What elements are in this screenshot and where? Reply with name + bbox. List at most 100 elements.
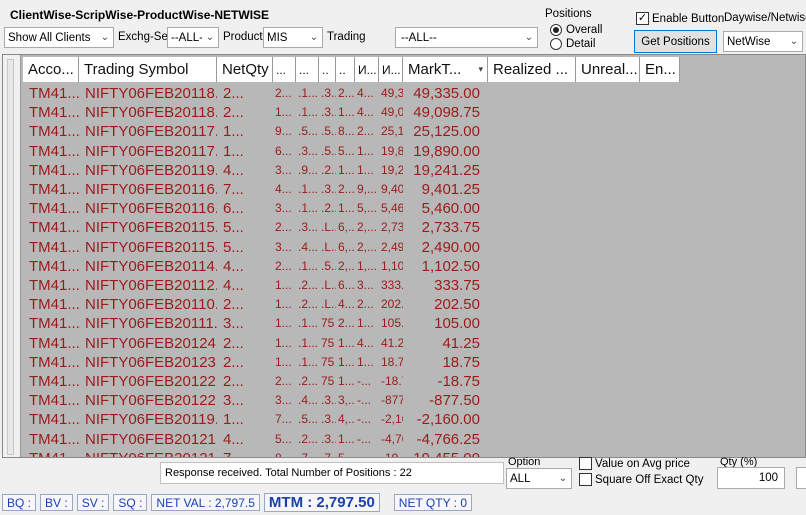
- positions-group-label: Positions: [545, 8, 592, 20]
- table-row[interactable]: TM41... NIFTY06FEB20112... 4... 1... .2... .L…: [23, 276, 488, 295]
- table-cell: NIFTY06FEB20118...: [85, 85, 217, 102]
- column-header-1[interactable]: Trading Symbol: [79, 57, 217, 82]
- column-header-5[interactable]: ..: [319, 57, 336, 82]
- table-row[interactable]: TM41... NIFTY06FEB20122... 3... 3... .4... .3…: [23, 391, 488, 410]
- table-cell: .3...: [321, 86, 336, 100]
- table-cell: 2...: [223, 373, 244, 390]
- square-off-checkbox[interactable]: Square Off Exact Qty: [579, 473, 703, 486]
- table-row[interactable]: TM41... NIFTY06FEB20114... 4... 2... .1... .5…: [23, 257, 488, 276]
- radio-unselected-icon: [550, 38, 562, 50]
- table-cell: TM41...: [29, 85, 79, 102]
- detail-radio[interactable]: Detail: [550, 38, 595, 50]
- table-cell: 49,335.00: [413, 85, 480, 102]
- bottom-summary-bar: BQ : BV : SV : SQ : NET VAL : 2,797.5 MT…: [0, 490, 806, 515]
- table-cell: -18.75: [381, 374, 403, 388]
- positions-grid[interactable]: Acco... Trading Symbol NetQty.......... И..…: [2, 54, 806, 458]
- column-header-2[interactable]: NetQty: [217, 57, 273, 82]
- table-cell: 202.50: [434, 296, 480, 314]
- table-cell: TM41...: [29, 277, 79, 294]
- table-row[interactable]: TM41... NIFTY06FEB20119... 4... 3... .9... .2…: [23, 161, 488, 180]
- table-cell: NIFTY06FEB20118...: [85, 104, 217, 122]
- sq-indicator: SQ :: [113, 494, 148, 511]
- table-row[interactable]: TM41... NIFTY06FEB20118... 2... 2... .1... .3…: [23, 84, 488, 103]
- column-header-11[interactable]: Unreal...: [576, 57, 640, 82]
- table-cell: 25,125.00: [413, 123, 480, 141]
- table-cell: .7...: [321, 450, 336, 458]
- column-header-9[interactable]: MarkT... ▾: [403, 57, 488, 82]
- qty-label: Qty (%): [720, 456, 758, 468]
- column-header-0[interactable]: Acco...: [23, 57, 79, 82]
- table-cell: 5...: [338, 450, 355, 458]
- column-header-3[interactable]: ...: [273, 57, 296, 82]
- table-cell: TM41...: [29, 296, 79, 314]
- table-cell: 1...: [338, 105, 355, 120]
- table-row[interactable]: TM41... NIFTY06FEB20115... 5... 3... .4... .L…: [23, 238, 488, 257]
- table-cell: 1,102.50: [421, 257, 480, 275]
- table-row[interactable]: TM41... NIFTY06FEB20121... 4... 5... .2... .3…: [23, 430, 488, 449]
- net-qty-indicator: NET QTY : 0: [393, 494, 473, 511]
- extra-input[interactable]: [796, 467, 806, 489]
- get-positions-button[interactable]: Get Positions: [634, 30, 717, 53]
- table-cell: TM41...: [29, 315, 79, 333]
- table-cell: 3...: [357, 278, 374, 292]
- column-header-4[interactable]: ...: [296, 57, 319, 82]
- table-cell: NIFTY06FEB20119...: [85, 411, 217, 429]
- table-cell: 1...: [223, 142, 244, 160]
- table-cell: .9...: [298, 162, 319, 177]
- table-cell: 202.50: [381, 297, 403, 312]
- overall-radio[interactable]: Overall: [550, 24, 602, 36]
- daywise-dropdown[interactable]: NetWise ⌄: [723, 31, 803, 52]
- table-cell: NIFTY06FEB20124...: [85, 334, 217, 352]
- table-row[interactable]: TM41... NIFTY06FEB20116... 7... 4... .1... .3…: [23, 180, 488, 199]
- table-cell: NIFTY06FEB20121...: [79, 449, 217, 457]
- table-row[interactable]: TM41... NIFTY06FEB20111... 3... 1... .1... 75…: [23, 314, 488, 333]
- column-header-8[interactable]: И...: [379, 57, 403, 82]
- table-cell: .5...: [298, 124, 319, 139]
- enable-button-label: Enable Button: [652, 12, 725, 25]
- table-cell: NIFTY06FEB20116...: [85, 200, 217, 218]
- table-cell: 5,460.00: [381, 201, 403, 216]
- table-row[interactable]: TM41... NIFTY06FEB20117... 1... 6... .3... .5…: [23, 142, 488, 161]
- table-row[interactable]: TM41...NIFTY06FEB20121...7...8... .7....7…: [23, 449, 488, 458]
- table-row[interactable]: TM41... NIFTY06FEB20115... 5... 2... .3... .L…: [23, 218, 488, 237]
- table-cell: 1...: [357, 316, 374, 331]
- table-row[interactable]: TM41... NIFTY06FEB20122... 2... 2... .2... 75…: [23, 372, 488, 391]
- vertical-scrollbar[interactable]: [7, 59, 14, 455]
- column-header-7[interactable]: И...: [355, 57, 379, 82]
- table-cell: NIFTY06FEB20114...: [85, 257, 217, 275]
- table-cell: .1...: [298, 316, 319, 331]
- clients-dropdown[interactable]: Show All Clients ⌄: [4, 27, 114, 48]
- table-cell: 5...: [223, 238, 244, 256]
- net-val-indicator: NET VAL : 2,797.5: [151, 494, 260, 511]
- exchg-seg-dropdown[interactable]: --ALL-- ⌄: [167, 27, 219, 48]
- column-header-6[interactable]: ..: [336, 57, 355, 82]
- column-header-10[interactable]: Realized ...: [488, 57, 576, 82]
- grid-header: Acco... Trading Symbol NetQty.......... И..…: [23, 57, 680, 82]
- trading-dropdown[interactable]: --ALL-- ⌄: [395, 27, 538, 48]
- qty-input[interactable]: 100: [717, 467, 785, 489]
- table-row[interactable]: TM41... NIFTY06FEB20118... 2... 1... .1... .3…: [23, 103, 488, 122]
- table-cell: .2...: [298, 374, 319, 388]
- table-cell: 75: [321, 354, 335, 369]
- column-header-12[interactable]: En...: [640, 57, 680, 82]
- table-cell: 3...: [223, 315, 244, 333]
- table-row[interactable]: TM41... NIFTY06FEB20117... 1... 9... .5... .5…: [23, 122, 488, 141]
- option-dropdown[interactable]: ALL ⌄: [506, 468, 572, 489]
- table-cell: NIFTY06FEB20110...: [85, 296, 217, 314]
- table-cell: 8...: [338, 124, 355, 139]
- table-cell: NIFTY06FEB20122...: [85, 373, 217, 390]
- column-header-label: MarkT...: [408, 61, 462, 78]
- table-cell: 1...: [223, 123, 244, 141]
- table-cell: .2...: [321, 162, 336, 177]
- table-row[interactable]: TM41... NIFTY06FEB20110... 2... 1... .2... .L…: [23, 295, 488, 314]
- value-on-avg-checkbox[interactable]: Value on Avg price: [579, 457, 690, 470]
- table-cell: .3...: [321, 412, 336, 427]
- table-cell: NIFTY06FEB20115...: [85, 219, 217, 237]
- table-cell: -877.50: [381, 393, 403, 408]
- table-row[interactable]: TM41... NIFTY06FEB20124... 2... 1... .1... 75…: [23, 334, 488, 353]
- table-row[interactable]: TM41... NIFTY06FEB20119... 1... 7... .5... .3…: [23, 410, 488, 429]
- table-row[interactable]: TM41... NIFTY06FEB20123... 2... 1... .1... 75…: [23, 353, 488, 372]
- enable-button-checkbox[interactable]: ✓ Enable Button: [636, 12, 724, 25]
- table-row[interactable]: TM41... NIFTY06FEB20116... 6... 3... .1... .2…: [23, 199, 488, 218]
- product-dropdown[interactable]: MIS ⌄: [263, 27, 323, 48]
